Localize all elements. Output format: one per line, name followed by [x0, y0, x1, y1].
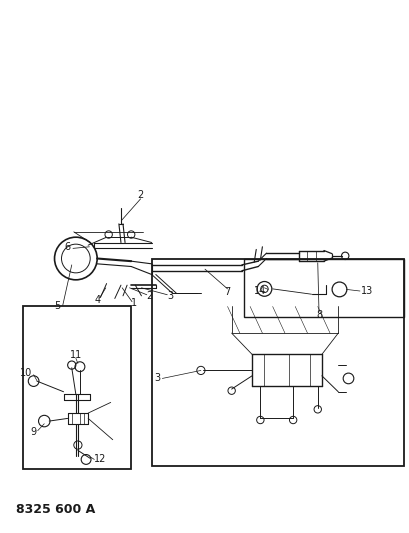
Text: 2: 2 [146, 291, 153, 301]
Text: 14: 14 [254, 286, 266, 296]
Text: 6: 6 [65, 243, 70, 252]
Text: 12: 12 [94, 455, 106, 464]
Text: 9: 9 [31, 427, 36, 437]
Text: 4: 4 [94, 295, 100, 304]
Text: 10: 10 [20, 368, 32, 378]
Text: 3: 3 [155, 374, 160, 383]
Text: 2: 2 [137, 190, 144, 199]
Text: 7: 7 [224, 287, 230, 297]
Text: 8325 600 A: 8325 600 A [16, 503, 95, 515]
Bar [243, 259, 403, 317]
Text: 13: 13 [360, 286, 372, 296]
Text: 3: 3 [167, 291, 173, 301]
Bar [22, 306, 131, 469]
Text: 8: 8 [315, 310, 321, 320]
Bar [151, 259, 403, 466]
Text: 1: 1 [131, 298, 137, 308]
Text: 5: 5 [54, 302, 61, 311]
Text: 11: 11 [70, 350, 82, 360]
